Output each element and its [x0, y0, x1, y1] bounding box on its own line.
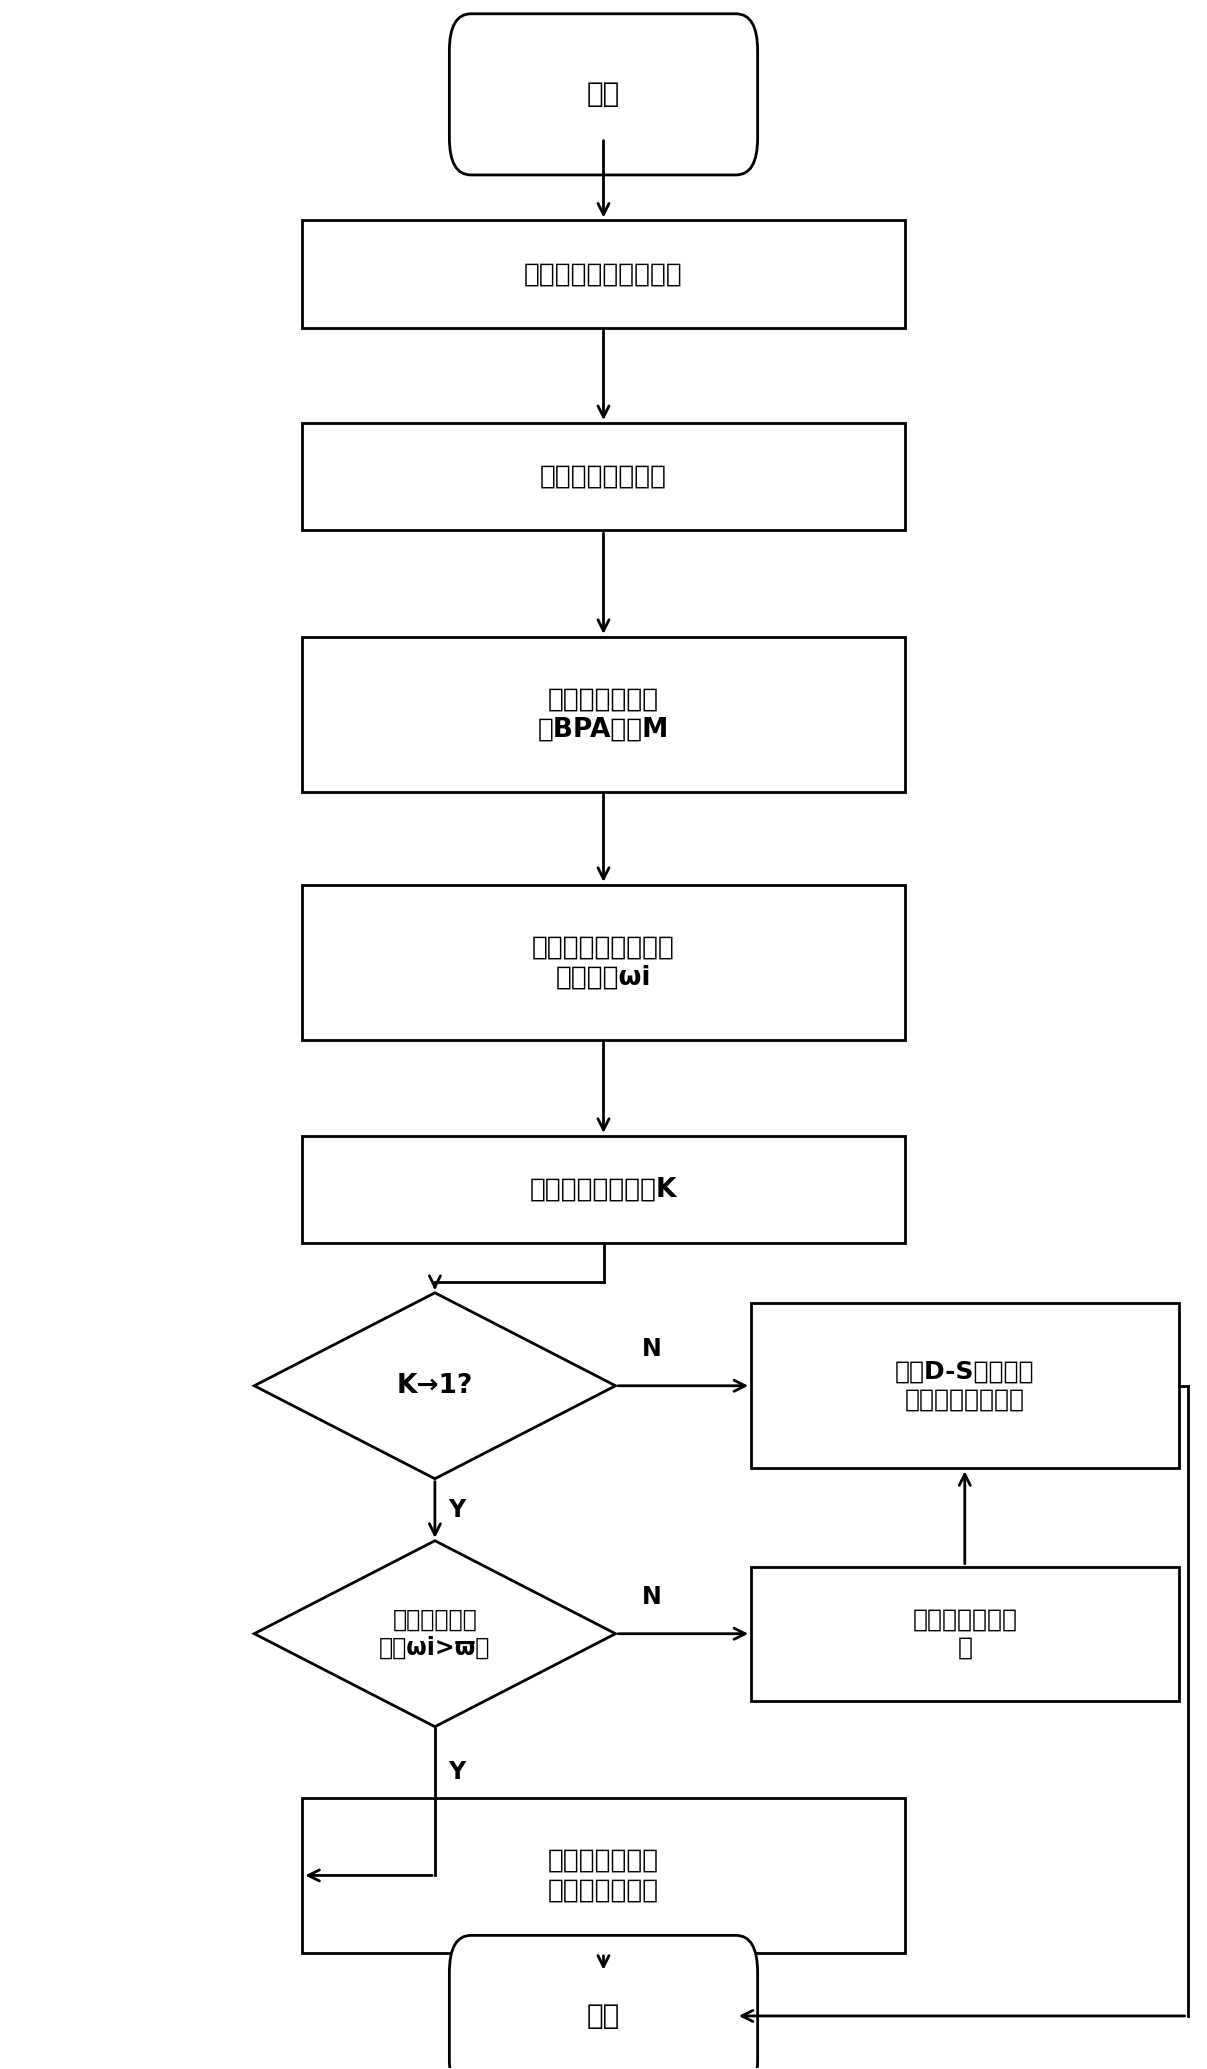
Text: K→1?: K→1?: [397, 1372, 473, 1399]
Text: 确定灌溉识别框架: 确定灌溉识别框架: [540, 463, 667, 490]
Bar: [303, 221, 904, 327]
Bar: [303, 1136, 904, 1243]
FancyBboxPatch shape: [449, 14, 758, 176]
Bar: [303, 1798, 904, 1953]
Text: 判断冲突因子
权重ωi>ϖ？: 判断冲突因子 权重ωi>ϖ？: [379, 1608, 490, 1659]
Text: 经典D-S证据理论
进行农田数据融合: 经典D-S证据理论 进行农田数据融合: [896, 1359, 1034, 1411]
Bar: [303, 637, 904, 792]
Text: 计算证据冲突系数K: 计算证据冲突系数K: [530, 1177, 677, 1202]
Text: 结束: 结束: [587, 2003, 620, 2030]
Polygon shape: [255, 1293, 616, 1479]
Text: N: N: [642, 1337, 661, 1361]
Text: 输入多源农田监测数据: 输入多源农田监测数据: [524, 261, 683, 288]
Polygon shape: [255, 1541, 616, 1728]
Bar: [751, 1566, 1178, 1701]
Bar: [303, 422, 904, 530]
Bar: [751, 1303, 1178, 1469]
FancyBboxPatch shape: [449, 1935, 758, 2069]
Text: 建立基本概率分
配BPA矩阵M: 建立基本概率分 配BPA矩阵M: [538, 687, 669, 743]
Bar: [303, 886, 904, 1039]
Text: N: N: [642, 1585, 661, 1608]
Text: 设置灌溉证据的重要
程度权重ωi: 设置灌溉证据的重要 程度权重ωi: [532, 935, 675, 991]
Text: 对证据源进行修
改: 对证据源进行修 改: [912, 1608, 1018, 1659]
Text: Y: Y: [448, 1761, 465, 1783]
Text: 开始: 开始: [587, 81, 620, 108]
Text: Y: Y: [448, 1498, 465, 1521]
Text: 修改原始合成规
则进行数据融合: 修改原始合成规 则进行数据融合: [548, 1848, 659, 1903]
